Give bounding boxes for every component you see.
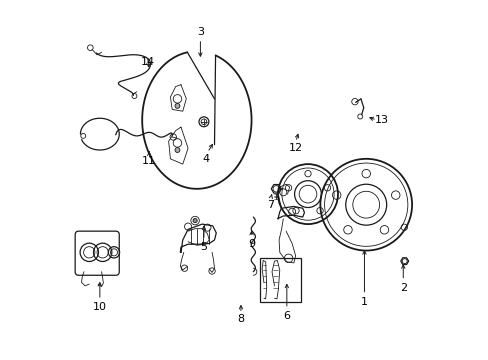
Bar: [260, 258, 300, 302]
Text: 5: 5: [200, 242, 207, 252]
Circle shape: [175, 148, 180, 153]
Text: 7: 7: [267, 200, 274, 210]
Text: 11: 11: [142, 156, 156, 166]
Text: 6: 6: [283, 311, 290, 321]
Text: 10: 10: [93, 302, 107, 312]
Text: 9: 9: [247, 239, 255, 248]
Text: 14: 14: [140, 57, 154, 67]
Text: 4: 4: [202, 154, 209, 164]
Text: 1: 1: [360, 297, 367, 307]
Circle shape: [193, 219, 197, 223]
Text: 2: 2: [399, 283, 406, 293]
Text: 3: 3: [197, 27, 203, 37]
Circle shape: [175, 103, 180, 108]
Text: 13: 13: [374, 115, 388, 125]
Text: 12: 12: [288, 143, 302, 153]
Text: 8: 8: [237, 314, 244, 324]
